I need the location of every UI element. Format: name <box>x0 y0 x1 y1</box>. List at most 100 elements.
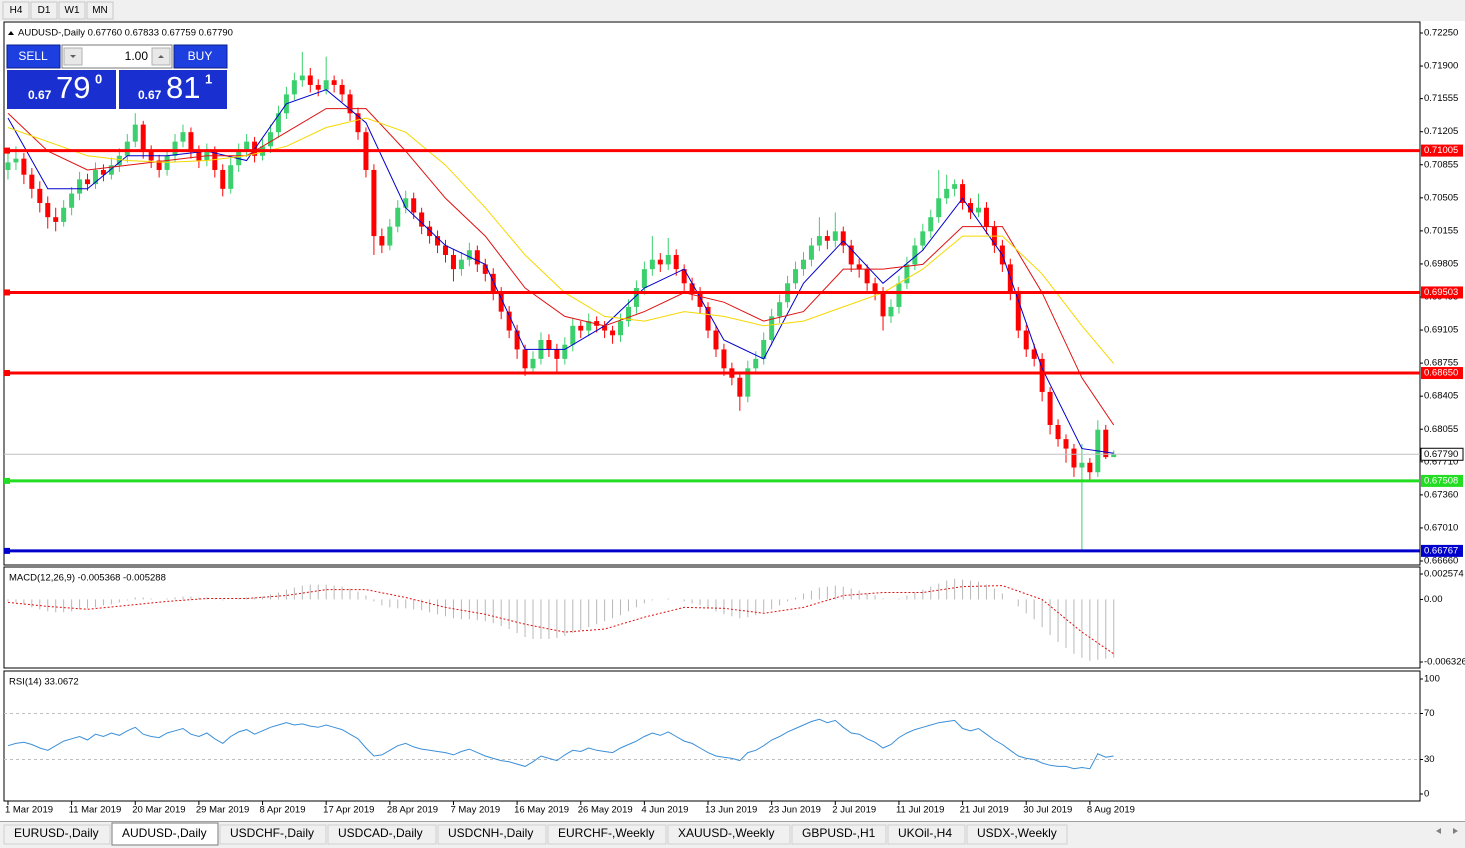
candle-body <box>100 169 106 175</box>
candle-body <box>61 207 67 222</box>
sell-price-box[interactable] <box>7 70 116 109</box>
candle-body <box>928 217 934 232</box>
candle-body <box>132 124 138 142</box>
scroll-left[interactable] <box>1436 828 1441 834</box>
lot-up-icon <box>158 55 164 58</box>
candle-body <box>339 84 345 95</box>
y-tick-label: 0.70855 <box>1424 159 1458 170</box>
candle-body <box>347 94 353 114</box>
symbol-tab[interactable] <box>3 824 111 845</box>
candle-body <box>427 226 433 237</box>
candle-body <box>212 151 218 170</box>
timeframe-button[interactable] <box>58 1 86 20</box>
y-tick-label: 0.00 <box>1424 594 1443 605</box>
candle-body <box>124 141 130 156</box>
candle-body <box>673 254 679 270</box>
y-tick-label: 0.67010 <box>1424 522 1458 533</box>
candle-body <box>633 288 639 307</box>
buy-label: BUY <box>188 49 213 63</box>
level-label-box <box>1421 544 1463 557</box>
y-tick-label: 0.67360 <box>1424 489 1458 500</box>
buy-button[interactable] <box>173 44 228 69</box>
y-tick-label: 0.69105 <box>1424 325 1458 336</box>
symbol-tab-label: USDCHF-,Daily <box>230 826 314 840</box>
candle-body <box>657 259 663 265</box>
candle-body <box>856 264 862 270</box>
x-tick-label: 8 Apr 2019 <box>260 805 306 816</box>
sell-price-sup: 0 <box>95 71 102 86</box>
candle-body <box>69 193 75 208</box>
candle-body <box>140 124 146 152</box>
candle-body <box>649 259 655 270</box>
y-tick-label: -0.006326 <box>1424 657 1465 668</box>
level-label: 0.68650 <box>1424 368 1458 379</box>
x-tick-label: 11 Jul 2019 <box>896 805 944 816</box>
candle-body <box>975 207 981 213</box>
candle-body <box>1015 292 1021 331</box>
symbol-tab[interactable] <box>887 824 966 845</box>
symbol-tab[interactable] <box>667 824 791 845</box>
candle-body <box>713 330 719 350</box>
candle-body <box>1031 349 1037 359</box>
candle-body <box>5 162 11 170</box>
candle-body <box>188 132 194 152</box>
x-tick-label: 30 Jul 2019 <box>1023 805 1072 816</box>
buy-price-prefix: 0.67 <box>138 88 162 102</box>
level-handle <box>4 477 10 484</box>
lot-input[interactable] <box>61 44 173 69</box>
candle-body <box>267 132 273 147</box>
symbol-tab[interactable] <box>547 824 667 845</box>
symbol-tab[interactable] <box>327 824 437 845</box>
y-tick-label: 0.71900 <box>1424 61 1458 72</box>
lot-down-icon <box>70 55 76 58</box>
candle-body <box>228 165 234 189</box>
level-label-box <box>1421 286 1463 299</box>
candle-body <box>530 358 536 369</box>
symbol-tab[interactable] <box>437 824 547 845</box>
candle-body <box>13 158 19 163</box>
sell-button[interactable] <box>6 44 61 69</box>
candle-body <box>371 169 377 237</box>
symbol-tab[interactable] <box>219 824 327 845</box>
symbol-tab[interactable] <box>791 824 887 845</box>
timeframe-button[interactable] <box>30 1 58 20</box>
y-tick-label: 30 <box>1424 754 1435 765</box>
candle-body <box>435 236 441 246</box>
candle-body <box>681 269 687 284</box>
rsi-line <box>7 718 1114 770</box>
scroll-right[interactable] <box>1453 828 1458 834</box>
candle-body <box>387 226 393 246</box>
symbol-tab[interactable] <box>111 822 219 846</box>
x-tick-label: 7 May 2019 <box>450 805 500 816</box>
candle-body <box>196 151 202 161</box>
candle-body <box>689 283 695 293</box>
y-tick-label: 0.67710 <box>1424 456 1458 467</box>
candle-body <box>315 84 321 90</box>
candle-body <box>323 80 329 90</box>
buy-price-box[interactable] <box>119 70 227 109</box>
candle-body <box>983 207 989 227</box>
candle-body <box>379 236 385 246</box>
level-handle <box>4 547 10 554</box>
timeframe-button[interactable] <box>2 1 30 20</box>
candle-body <box>697 292 703 307</box>
symbol-tab-label: USDCNH-,Daily <box>448 826 533 840</box>
y-tick-label: 0.68755 <box>1424 358 1458 369</box>
candle-body <box>880 292 886 317</box>
candle-body <box>522 349 528 369</box>
trade-panel: SELL 1.00 BUY 0.67 79 0 0.67 81 1 <box>6 44 228 109</box>
y-tick-label: 0.66660 <box>1424 556 1458 567</box>
toolbar <box>0 0 1465 21</box>
candle-body <box>307 75 313 85</box>
symbol-tab[interactable] <box>966 824 1068 845</box>
candle-body <box>793 269 799 284</box>
candle-body <box>482 264 488 274</box>
timeframe-button[interactable] <box>86 1 114 20</box>
candle-body <box>77 179 83 194</box>
y-tick-label: 0.68405 <box>1424 391 1458 402</box>
level-label: 0.71005 <box>1424 145 1458 156</box>
y-tick-label: 0.68055 <box>1424 424 1458 435</box>
symbol-tab-label: EURCHF-,Weekly <box>558 826 654 840</box>
x-tick-label: 11 Mar 2019 <box>69 805 122 816</box>
